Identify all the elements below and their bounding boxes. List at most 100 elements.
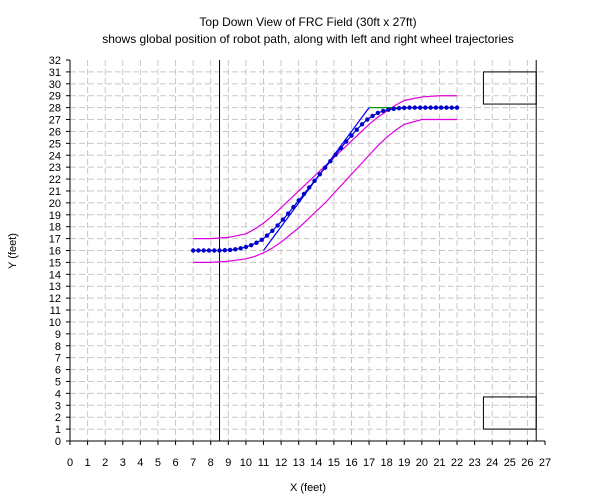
robot-path-point — [270, 228, 275, 234]
y-tick-label: 7 — [55, 353, 61, 365]
y-axis-label: Y (feet) — [7, 233, 19, 269]
robot-path-point — [238, 246, 243, 251]
y-tick-label: 19 — [49, 210, 61, 222]
y-tick-labels: 0123456789101112131415161718192021222324… — [49, 55, 61, 448]
x-tick-label: 19 — [398, 457, 410, 469]
robot-path-point — [428, 105, 433, 110]
robot-path-point — [291, 204, 296, 210]
x-tick-label: 26 — [521, 457, 533, 469]
x-tick-label: 20 — [416, 457, 428, 469]
robot-path-point — [370, 113, 375, 119]
x-tick-label: 14 — [310, 457, 322, 469]
y-tick-label: 29 — [49, 91, 61, 103]
y-tick-label: 31 — [49, 67, 61, 79]
x-tick-label: 12 — [275, 457, 287, 469]
y-tick-label: 5 — [55, 376, 61, 388]
y-tick-label: 0 — [55, 436, 61, 448]
x-tick-label: 8 — [208, 457, 214, 469]
y-tick-label: 28 — [49, 103, 61, 115]
robot-path-point — [201, 248, 206, 253]
robot-path-point — [344, 139, 349, 144]
robot-path-point — [190, 248, 196, 253]
x-tick-label: 0 — [67, 457, 73, 469]
y-tick-label: 12 — [49, 293, 61, 305]
robot-path-point — [417, 105, 423, 110]
robot-path-point — [338, 145, 344, 151]
robot-path-point — [196, 248, 201, 253]
y-tick-label: 21 — [49, 186, 61, 198]
robot-path-point — [285, 211, 291, 216]
x-tick-label: 25 — [504, 457, 516, 469]
robot-path-point — [222, 248, 228, 253]
robot-path-point — [312, 178, 317, 184]
robot-path-point — [217, 248, 222, 253]
upper-box — [482, 71, 537, 105]
x-tick-label: 13 — [293, 457, 305, 469]
robot-path-point — [249, 242, 254, 248]
x-tick-label: 5 — [155, 457, 161, 469]
y-tick-label: 14 — [49, 269, 61, 281]
y-tick-label: 18 — [49, 222, 61, 234]
x-tick-label: 21 — [433, 457, 445, 469]
y-tick-label: 25 — [49, 138, 61, 150]
x-tick-label: 2 — [102, 457, 108, 469]
y-tick-label: 32 — [49, 55, 61, 67]
grid — [70, 60, 545, 441]
y-tick-label: 17 — [49, 234, 61, 246]
robot-path-point — [322, 165, 328, 170]
robot-path-point — [317, 172, 323, 177]
x-tick-label: 3 — [120, 457, 126, 469]
robot-path-point — [212, 248, 217, 253]
robot-path-point — [254, 240, 259, 245]
robot-path-point — [396, 106, 402, 111]
y-tick-label: 8 — [55, 341, 61, 353]
y-tick-label: 27 — [49, 115, 61, 127]
robot-path-point — [296, 198, 301, 203]
robot-path-point — [407, 105, 412, 110]
y-tick-label: 30 — [49, 79, 61, 91]
robot-path-point — [375, 110, 381, 116]
x-tick-label: 6 — [172, 457, 178, 469]
robot-path-point — [380, 108, 386, 114]
y-tick-label: 4 — [55, 388, 61, 400]
chart-title: Top Down View of FRC Field (30ft x 27ft) — [199, 15, 416, 29]
series-group — [190, 95, 460, 264]
y-tick-label: 1 — [55, 424, 61, 436]
y-tick-label: 9 — [55, 329, 61, 341]
x-tick-label: 22 — [451, 457, 463, 469]
x-tick-label: 27 — [539, 457, 551, 469]
axes — [66, 59, 546, 445]
y-tick-label: 11 — [50, 305, 61, 317]
x-axis-label: X (feet) — [290, 482, 326, 494]
robot-path-point — [365, 117, 370, 122]
x-tick-label: 23 — [469, 457, 481, 469]
robot-path-point — [227, 247, 233, 253]
robot-path-point — [444, 105, 449, 110]
robot-path-point — [328, 159, 333, 164]
robot-path-point — [280, 217, 286, 222]
robot-path-point — [333, 152, 338, 157]
x-tick-label: 17 — [363, 457, 375, 469]
chart-subtitle: shows global position of robot path, alo… — [102, 32, 514, 46]
robot-path-point — [439, 105, 444, 110]
y-tick-label: 15 — [49, 257, 61, 269]
robot-path-point — [243, 244, 249, 250]
robot-path-point — [391, 106, 396, 112]
y-tick-label: 16 — [49, 246, 61, 258]
y-tick-label: 26 — [49, 126, 61, 138]
robot-path-point — [233, 247, 238, 252]
robot-path-point — [423, 105, 428, 110]
x-tick-label: 24 — [486, 457, 498, 469]
robot-path-point — [301, 191, 307, 197]
x-tick-label: 1 — [85, 457, 91, 469]
y-tick-label: 6 — [55, 365, 61, 377]
robot-path-point — [259, 237, 264, 242]
robot-path-point — [354, 127, 359, 132]
x-tick-label: 10 — [240, 457, 252, 469]
robot-path-point — [206, 248, 212, 253]
x-tick-label: 11 — [258, 457, 269, 469]
y-tick-label: 24 — [49, 150, 61, 162]
robot-path-point — [386, 107, 391, 112]
y-tick-label: 20 — [49, 198, 61, 210]
